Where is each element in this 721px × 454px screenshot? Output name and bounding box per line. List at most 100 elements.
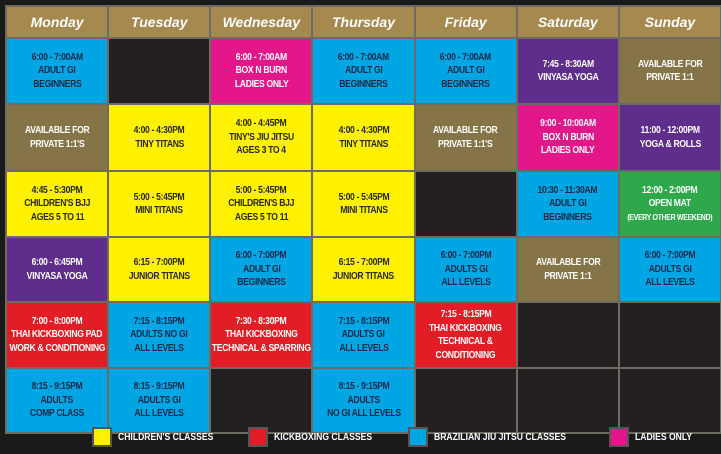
legend-label: Ladies Only [634,431,692,443]
class-cell-line: Ladies Only [234,77,289,90]
class-cell: 11:00 - 12:00PM Yoga & Rolls [619,105,720,170]
class-cell: 12:00 - 2:00PM Open Mat (Every Other Weeke… [619,172,720,236]
class-cell-line: Adults GI [444,262,488,275]
legend: Children's Classes Kickboxing Classes Braz… [92,427,705,447]
legend-label: Brazilian Jiu Jitsu Classes [433,431,566,443]
class-cell-line: Thai Kickboxing [429,321,502,334]
class-cell-line: Open Mat [648,197,692,210]
class-cell: 7:15 - 8:15PM Adults No GI All Levels [109,303,210,367]
class-cell: 8:15 - 9:15PM Adults GI All Levels [109,369,210,432]
class-cell-line: Adults GI [137,393,181,406]
class-cell-line: 9:00 - 10:00AM [539,117,596,130]
empty-cell [415,369,516,432]
class-cell: 10:30 - 11:30AM Adult GI Beginners [517,172,618,236]
empty-cell [415,172,516,236]
day-header-sunday: Sunday [619,7,720,37]
empty-cell [109,39,210,103]
class-cell: 6:15 - 7:00PM Junior Titans [109,238,210,301]
class-cell-line: Available for [637,57,703,70]
class-cell-line: 4:00 - 4:30PM [338,124,389,136]
class-cell: 6:00 - 7:00AM Adult GI Beginners [415,39,516,103]
empty-cell [517,303,618,367]
day-header-friday: Friday [415,7,516,37]
class-cell: 7:00 - 8:00PM Thai Kickboxing Pad Work & C… [7,303,108,367]
class-cell-line: 6:00 - 7:00AM [337,50,390,63]
class-cell: 5:00 - 5:45PM Children's BJJ Ages 5 to 11 [211,172,312,236]
class-cell-line: Junior Titans [128,269,190,282]
class-cell-line: 4:00 - 4:30PM [133,124,185,136]
legend-swatch [92,427,112,447]
legend-label: Children's Classes [118,431,214,443]
class-cell-line: Available for [535,256,601,268]
class-cell-line: Vinyasa Yoga [26,269,88,282]
class-cell: 6:00 - 6:45PM Vinyasa Yoga [7,238,108,301]
legend-item: Ladies Only [608,427,705,447]
class-cell-line: 7:00 - 8:00PM [31,314,83,327]
class-cell-line: 7:15 - 8:15PM [338,314,389,327]
class-cell-line: Children's BJJ [24,197,91,210]
class-cell-line: Available for [433,124,498,136]
class-cell-line: Vinyasa Yoga [537,71,599,83]
class-cell-line: 6:00 - 7:00PM [235,249,287,262]
class-cell-line: Private 1:1's [29,137,85,150]
class-cell-line: Beginners [237,276,286,289]
class-cell-line: 7:15 - 8:15PM [440,308,492,320]
class-cell-line: 6:00 - 7:00PM [440,249,492,262]
class-cell-line: Available for [24,124,90,136]
legend-item: Children's Classes [92,427,234,447]
class-cell-line: Yoga & Rolls [639,137,701,150]
class-cell-line: Beginners [32,77,82,90]
class-cell: 9:00 - 10:00AM Box N Burn Ladies Only [517,105,618,170]
class-cell-line: 5:00 - 5:45PM [235,183,287,196]
class-cell: 5:00 - 5:45PM Mini Titans [109,172,210,236]
empty-cell [211,369,312,432]
class-cell-line: 8:15 - 9:15PM [31,380,83,393]
legend-swatch [407,427,428,447]
class-cell-line: Adults [40,393,74,406]
empty-cell [619,369,720,432]
class-cell-line: Ages 5 to 11 [30,210,84,223]
class-cell: 6:00 - 7:00PM Adults GI All Levels [619,238,720,301]
class-cell-line: 7:15 - 8:15PM [133,314,185,327]
class-cell: 6:00 - 7:00AM Adult GI Beginners [313,39,414,103]
class-cell-line: Tiny Titans [134,137,184,150]
class-cell-line: Private 1:1 [646,71,694,83]
class-cell-line: Adults GI [648,262,692,275]
class-cell-line: Private 1:1 [544,269,592,282]
class-cell-line: Tiny Titans [339,137,388,150]
class-cell-line: 6:15 - 7:00PM [338,256,389,268]
class-cell-line: 8:15 - 9:15PM [133,380,185,393]
class-cell: Available for Private 1:1's [7,105,108,170]
class-cell-line: 12:00 - 2:00PM [642,183,698,196]
class-cell-line: Adult GI [446,64,485,77]
class-cell-line: Junior Titans [332,269,395,282]
class-cell: Available for Private 1:1's [415,105,516,170]
class-cell-line: Technical & Sparring [211,341,311,354]
class-cell-line: 4:00 - 4:45PM [235,117,287,130]
class-cell: 4:00 - 4:30PM Tiny Titans [313,105,414,170]
class-cell-line: Adults [347,393,380,406]
class-cell: 6:15 - 7:00PM Junior Titans [313,238,414,301]
class-cell-line: Ladies Only [541,144,595,157]
class-cell-line: 5:00 - 5:45PM [338,190,389,203]
class-cell-line: All Levels [134,341,185,354]
class-cell-line: 11:00 - 12:00PM [640,124,700,136]
class-cell-line: Box N Burn [235,64,288,77]
class-cell-line: Adult GI [549,197,587,210]
class-cell: Available for Private 1:1 [619,39,720,103]
class-cell-line: 6:00 - 7:00PM [644,249,696,262]
legend-swatch [608,427,629,447]
empty-cell [517,369,618,432]
day-header-monday: Monday [7,7,108,37]
class-cell: 4:45 - 5:30PM Children's BJJ Ages 5 to 11 [7,172,108,236]
class-cell-line: Children's BJJ [228,197,295,210]
class-cell-line: Thai Kickboxing Pad [11,328,103,341]
class-cell: 5:00 - 5:45PM Mini Titans [313,172,414,236]
class-schedule-grid: Monday Tuesday Wednesday Thursday Friday Satu… [5,5,721,434]
class-cell-line: Technical & [438,335,493,347]
class-cell-line: 5:00 - 5:45PM [133,190,185,203]
class-cell-line: Adult GI [38,64,76,77]
class-cell: 6:00 - 7:00PM Adult GI Beginners [211,238,312,301]
class-cell-line: All Levels [134,407,185,420]
class-cell-line: Adults No GI [130,328,188,341]
